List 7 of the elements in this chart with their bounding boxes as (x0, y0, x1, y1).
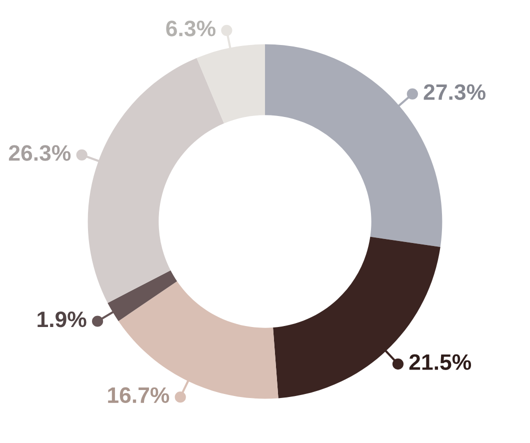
data-label: 27.3% (424, 84, 486, 100)
data-label: 16.7% (108, 387, 170, 404)
donut-slice (88, 58, 224, 303)
data-label: 26.3% (8, 145, 71, 161)
data-label: 1.9% (38, 311, 86, 328)
data-label: 21.5% (409, 354, 472, 370)
data-label: 6.3% (166, 20, 216, 36)
